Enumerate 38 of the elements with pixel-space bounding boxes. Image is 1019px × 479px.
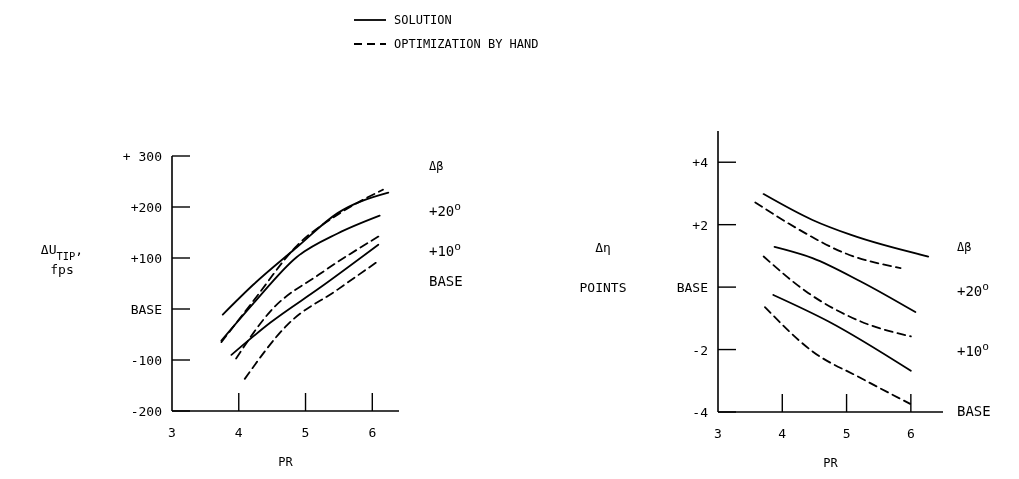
- text: Δβ: [957, 240, 972, 254]
- text: +20$^{o}$: [957, 279, 990, 299]
- text: +10$^{o}$: [429, 239, 462, 259]
- y-tick-label: BASE: [130, 302, 162, 317]
- x-tick-label: 4: [234, 425, 243, 440]
- x-tick-label: 5: [301, 425, 310, 440]
- text: BASE: [957, 403, 991, 419]
- line-series: [754, 201, 902, 269]
- text: Δη POINTS: [579, 239, 627, 295]
- line-series: [762, 255, 912, 338]
- x-axis-title: PR: [278, 455, 294, 469]
- y-tick-label: +200: [130, 200, 162, 215]
- line-series: [773, 245, 917, 313]
- legend-label: SOLUTION: [394, 13, 452, 27]
- text: Δβ: [429, 159, 444, 173]
- text: BASE: [429, 273, 463, 289]
- x-tick-label: 6: [368, 425, 377, 440]
- x-tick-label: 5: [842, 426, 851, 441]
- x-tick-label: 3: [168, 425, 176, 440]
- line-series: [762, 193, 930, 258]
- legend-label: OPTIMIZATION BY HAND: [394, 37, 539, 51]
- y-tick-label: + 300: [122, 149, 162, 164]
- y-tick-label: +2: [692, 217, 708, 233]
- y-tick-label: -4: [692, 405, 709, 420]
- x-axis-title: PR: [823, 456, 839, 470]
- y-tick-label: +100: [130, 251, 162, 266]
- line-series: [243, 260, 380, 380]
- y-tick-label: -100: [130, 353, 162, 368]
- y-tick-label: +4: [692, 155, 709, 171]
- y-tick-label: -2: [692, 342, 708, 358]
- x-tick-label: 6: [906, 426, 915, 441]
- text: +10$^{o}$: [957, 339, 990, 359]
- y-tick-label: -200: [130, 404, 162, 419]
- y-axis-title: ΔU$_{TIP}$, fps: [40, 241, 84, 277]
- text: +20$^{o}$: [429, 199, 462, 219]
- x-tick-label: 3: [714, 426, 722, 441]
- x-tick-label: 4: [778, 426, 787, 441]
- y-tick-label: BASE: [676, 280, 708, 296]
